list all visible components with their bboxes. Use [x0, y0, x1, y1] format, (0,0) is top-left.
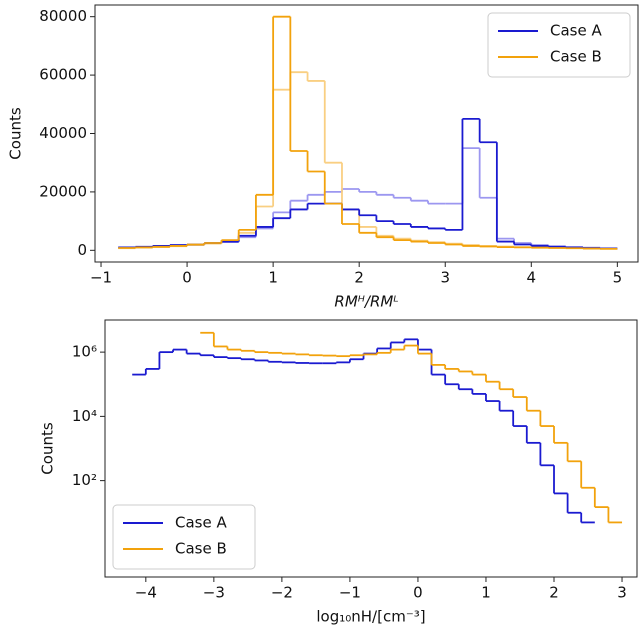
y-tick-label: 40000 [39, 124, 87, 142]
legend-box [487, 12, 631, 78]
x-tick-label: 1 [481, 584, 491, 602]
y-tick-label: 10² [72, 471, 97, 489]
y-tick-label: 60000 [39, 66, 87, 84]
x-tick-label: 0 [413, 584, 423, 602]
y-tick-label: 80000 [39, 7, 87, 25]
x-tick-label: 2 [549, 584, 559, 602]
legend-label: Case A [175, 514, 227, 532]
x-tick-label: −1 [90, 269, 112, 287]
legend-label: Case B [175, 540, 227, 558]
x-tick-label: 4 [527, 269, 537, 287]
x-tick-label: 2 [354, 269, 364, 287]
y-tick-label: 10⁴ [72, 407, 97, 425]
x-tick-label: −3 [203, 584, 225, 602]
x-tick-label: −4 [135, 584, 157, 602]
axes-frame [94, 4, 639, 263]
legend-label: Case A [550, 22, 602, 40]
y-tick-label: 10⁶ [72, 343, 97, 361]
x-axis-label: RMᴴ/RMᴸ [334, 293, 398, 311]
x-tick-label: 3 [440, 269, 450, 287]
axes-frame [104, 319, 638, 578]
y-tick-label: 0 [77, 241, 87, 259]
x-tick-label: −2 [271, 584, 293, 602]
x-tick-label: −1 [339, 584, 361, 602]
y-axis-label: Counts [7, 107, 25, 160]
x-tick-label: 0 [182, 269, 192, 287]
x-tick-label: 5 [613, 269, 623, 287]
legend-box [112, 504, 256, 570]
x-tick-label: 3 [617, 584, 627, 602]
y-axis-label: Counts [39, 422, 57, 475]
x-axis-label: log₁₀nH/[cm⁻³] [316, 608, 425, 626]
y-tick-label: 20000 [39, 182, 87, 200]
x-tick-label: 1 [268, 269, 278, 287]
legend-label: Case B [550, 48, 602, 66]
